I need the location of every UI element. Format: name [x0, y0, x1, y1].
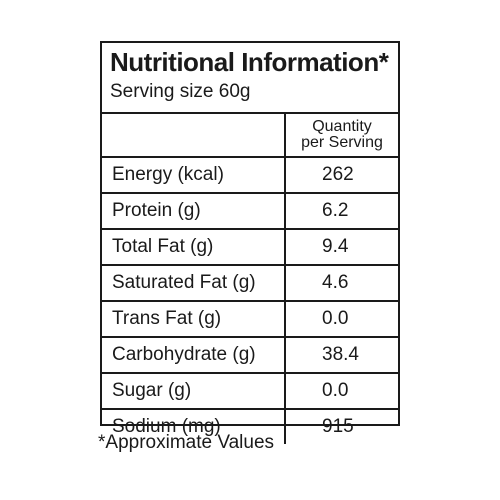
nutrient-name: Energy (kcal): [102, 157, 286, 194]
nutrient-name: Protein (g): [102, 193, 286, 230]
nutrient-value: 6.2: [322, 200, 349, 221]
nutrient-value-cell: 9.4: [285, 229, 398, 266]
table-row: Protein (g) 6.2: [102, 193, 398, 230]
nutrient-name: Trans Fat (g): [102, 301, 286, 338]
quantity-header-line2: per Serving: [301, 134, 383, 151]
table-header-row: Quantity per Serving: [102, 114, 398, 158]
nutrient-value-cell: 6.2: [285, 193, 398, 230]
nutrient-value: 915: [322, 416, 354, 437]
footnote: *Approximate Values: [98, 432, 275, 453]
nutrient-name: Carbohydrate (g): [102, 337, 286, 374]
table-row: Saturated Fat (g) 4.6: [102, 265, 398, 302]
nutrient-value-cell: 4.6: [285, 265, 398, 302]
quantity-header-line1: Quantity: [312, 118, 372, 135]
nutrient-name: Saturated Fat (g): [102, 265, 286, 302]
nutrient-value-cell: 0.0: [285, 301, 398, 338]
header-blank-cell: [102, 114, 286, 158]
table-row: Sugar (g) 0.0: [102, 373, 398, 410]
nutrient-name: Sugar (g): [102, 373, 286, 410]
nutrient-value-cell: 38.4: [285, 337, 398, 374]
nutrient-value: 262: [322, 164, 354, 185]
nutrient-value-cell: 262: [285, 157, 398, 194]
nutrient-value-cell: 0.0: [285, 373, 398, 410]
nutrition-header: Nutritional Information* Serving size 60…: [102, 43, 398, 114]
nutrient-value: 4.6: [322, 272, 349, 293]
table-row: Total Fat (g) 9.4: [102, 229, 398, 266]
table-row: Sodium (mg) 915: [102, 409, 398, 444]
nutrition-panel: Nutritional Information* Serving size 60…: [100, 41, 400, 444]
table-row: Energy (kcal) 262: [102, 157, 398, 194]
quantity-column-header: Quantity per Serving: [285, 114, 398, 158]
serving-size: Serving size 60g: [110, 81, 251, 102]
nutrient-value: 0.0: [322, 308, 349, 329]
nutrient-value-cell: 915: [285, 409, 398, 444]
table-row: Carbohydrate (g) 38.4: [102, 337, 398, 374]
nutrient-name: Total Fat (g): [102, 229, 286, 266]
nutrient-value: 38.4: [322, 344, 359, 365]
nutrient-value: 0.0: [322, 380, 349, 401]
table-row: Trans Fat (g) 0.0: [102, 301, 398, 338]
nutrition-title: Nutritional Information*: [110, 47, 389, 77]
nutrient-value: 9.4: [322, 236, 349, 257]
nutrient-name: Sodium (mg): [102, 409, 286, 444]
nutrition-table: Quantity per Serving Energy (kcal) 262 P…: [102, 114, 398, 444]
